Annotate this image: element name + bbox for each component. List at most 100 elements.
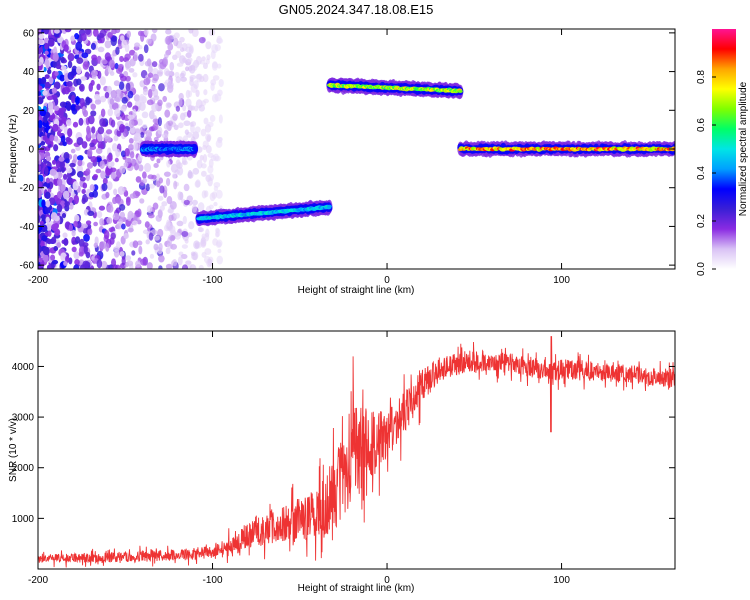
noise-blob [97, 46, 105, 53]
noise-blob [132, 108, 137, 118]
noise-blob [192, 131, 200, 140]
noise-blob [73, 264, 80, 269]
noise-blob [81, 52, 89, 59]
noise-blob [200, 170, 207, 177]
noise-blob [38, 265, 42, 269]
noise-blob [58, 156, 65, 162]
noise-blob [113, 188, 118, 196]
noise-blob [146, 205, 153, 213]
noise-blob [128, 67, 135, 73]
noise-blob [112, 212, 120, 221]
noise-blob [128, 144, 135, 151]
noise-blob [53, 32, 60, 38]
noise-blob [38, 180, 42, 189]
noise-blob [206, 54, 211, 61]
noise-blob [38, 257, 43, 263]
noise-blob [152, 73, 159, 82]
y-tick-label: 3000 [12, 413, 35, 424]
noise-blob [162, 56, 168, 65]
noise-blob [57, 178, 63, 187]
noise-blob [190, 251, 196, 257]
noise-blob [138, 53, 144, 62]
noise-blob [58, 108, 64, 118]
noise-blob [173, 37, 179, 47]
noise-blob [173, 232, 180, 237]
noise-blob [83, 233, 90, 242]
snr-line-marks [38, 336, 675, 568]
noise-blob [75, 66, 82, 74]
noise-blob [216, 255, 224, 265]
noise-blob [43, 37, 50, 43]
noise-blob [209, 192, 216, 202]
noise-blob [54, 71, 59, 77]
noise-blob [64, 204, 70, 212]
noise-blob [78, 251, 84, 257]
noise-blob [175, 50, 182, 58]
noise-blob [86, 162, 93, 169]
noise-blob [107, 31, 113, 38]
noise-blob [207, 165, 214, 174]
noise-blob [126, 260, 134, 267]
noise-blob [215, 227, 220, 234]
noise-blob [183, 199, 190, 206]
noise-blob [62, 141, 67, 147]
noise-blob [165, 29, 172, 35]
noise-blob [197, 202, 205, 212]
noise-blob [63, 261, 68, 266]
x-tick-label: 100 [553, 275, 570, 286]
noise-blob [79, 83, 85, 92]
noise-blob [90, 110, 97, 117]
noise-blob [119, 55, 124, 63]
noise-blob [149, 183, 155, 189]
noise-blob [213, 153, 220, 162]
noise-blob [68, 202, 74, 210]
noise-blob [183, 120, 191, 127]
noise-blob [48, 76, 54, 85]
noise-blob [73, 194, 79, 205]
noise-blob [117, 186, 125, 195]
noise-blob [167, 81, 174, 89]
noise-blob [144, 60, 152, 67]
noise-blob [105, 191, 110, 199]
noise-blob [38, 136, 42, 144]
noise-blob [51, 236, 57, 245]
noise-blob [39, 220, 44, 226]
noise-blob [56, 191, 63, 199]
noise-blob [89, 142, 95, 148]
noise-blob [181, 230, 189, 238]
noise-blob [188, 64, 196, 74]
noise-blob [106, 181, 113, 191]
noise-blob [158, 177, 164, 184]
noise-blob [76, 136, 84, 146]
noise-blob [177, 191, 183, 201]
noise-blob [68, 257, 73, 265]
noise-blob [167, 35, 173, 43]
noise-blob [85, 220, 92, 225]
noise-blob [137, 153, 143, 162]
noise-blob [156, 158, 161, 164]
noise-blob [129, 151, 135, 159]
noise-blob [120, 105, 127, 112]
noise-blob [42, 254, 49, 263]
noise-blob [75, 41, 83, 51]
noise-blob [161, 201, 168, 207]
noise-blob [142, 124, 148, 129]
noise-blob [210, 79, 217, 86]
noise-blob [191, 29, 199, 38]
noise-blob [65, 119, 72, 126]
noise-blob [152, 122, 159, 131]
noise-blob [212, 61, 218, 69]
noise-blob [215, 231, 220, 238]
noise-blob [96, 83, 101, 91]
noise-blob [145, 183, 150, 192]
noise-blob [49, 168, 57, 176]
noise-blob [56, 204, 63, 213]
noise-blob [38, 153, 41, 162]
noise-blob [144, 162, 152, 173]
noise-blob [152, 118, 160, 124]
noise-blob [87, 228, 93, 236]
noise-blob [205, 41, 212, 50]
noise-blob [116, 67, 123, 74]
noise-blob [38, 61, 43, 66]
noise-blob [58, 159, 65, 169]
